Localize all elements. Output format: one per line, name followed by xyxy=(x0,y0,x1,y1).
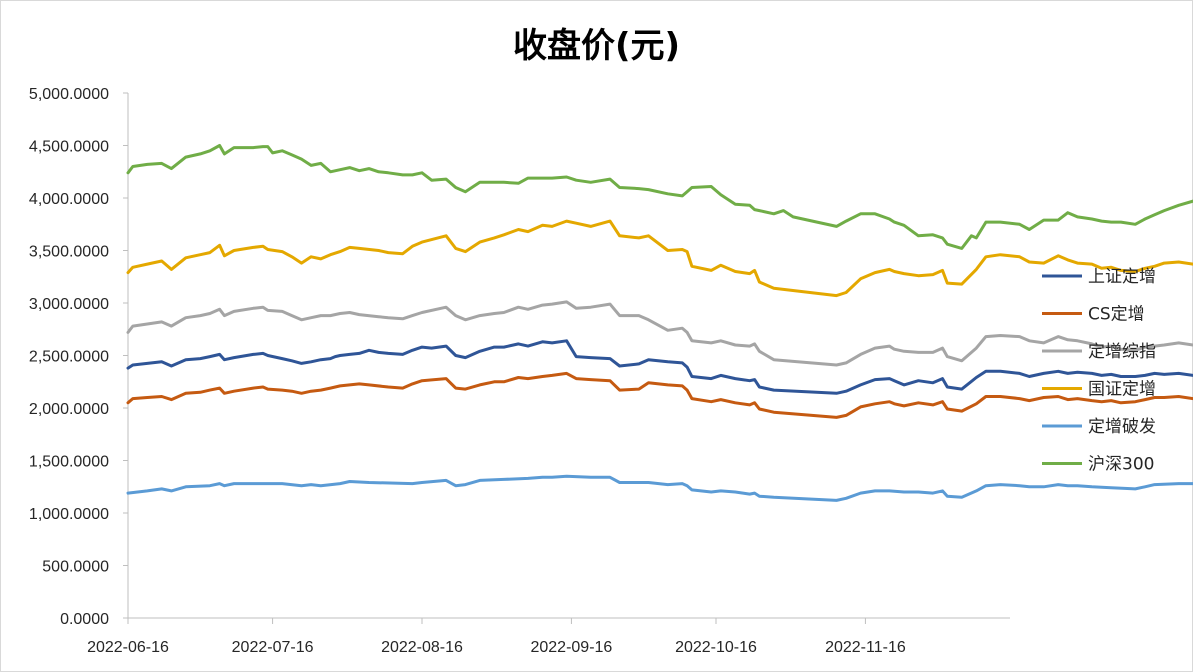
legend-label: 定增破发 xyxy=(1088,417,1156,437)
legend-label: 国证定增 xyxy=(1088,380,1156,400)
series-line-6 xyxy=(126,144,1193,250)
axes xyxy=(123,92,1010,624)
series-line-5 xyxy=(126,474,1193,502)
series-line-2 xyxy=(126,371,1193,419)
x-tick-label: 2022-06-16 xyxy=(87,639,169,656)
x-tick-label: 2022-08-16 xyxy=(381,639,463,656)
x-tick-label: 2022-11-16 xyxy=(825,639,906,656)
series-line-1 xyxy=(126,339,1193,395)
y-tick-label: 4,500.0000 xyxy=(29,139,109,156)
y-tick-label: 3,000.0000 xyxy=(29,296,109,313)
legend-label: 沪深300 xyxy=(1088,455,1154,475)
x-tick-label: 2022-09-16 xyxy=(530,639,612,656)
y-tick-label: 1,000.0000 xyxy=(29,506,109,523)
legend-label: 定增综指 xyxy=(1088,342,1156,362)
series-line-3 xyxy=(126,300,1193,367)
y-tick-label: 500.0000 xyxy=(42,559,109,576)
chart-title: 收盘价(元) xyxy=(512,26,681,66)
y-tick-label: 1,500.0000 xyxy=(29,454,109,471)
y-tick-labels: 0.0000 500.0000 1,000.0000 1,500.0000 2,000.… xyxy=(29,86,109,628)
legend-label: 上证定增 xyxy=(1088,267,1156,287)
x-tick-label: 2022-07-16 xyxy=(232,639,314,656)
y-tick-label: 0.0000 xyxy=(60,611,109,628)
legend-label: CS定增 xyxy=(1088,305,1145,325)
y-tick-label: 2,000.0000 xyxy=(29,401,109,418)
y-tick-label: 5,000.0000 xyxy=(29,86,109,103)
x-tick-labels: 2022-06-16 2022-07-16 2022-08-16 2022-09-16… xyxy=(87,639,906,656)
series-line-4 xyxy=(126,219,1193,298)
y-tick-label: 2,500.0000 xyxy=(29,349,109,366)
y-tick-label: 3,500.0000 xyxy=(29,244,109,261)
y-tick-label: 4,000.0000 xyxy=(29,191,109,208)
x-tick-label: 2022-10-16 xyxy=(675,639,757,656)
series-lines xyxy=(126,144,1193,502)
